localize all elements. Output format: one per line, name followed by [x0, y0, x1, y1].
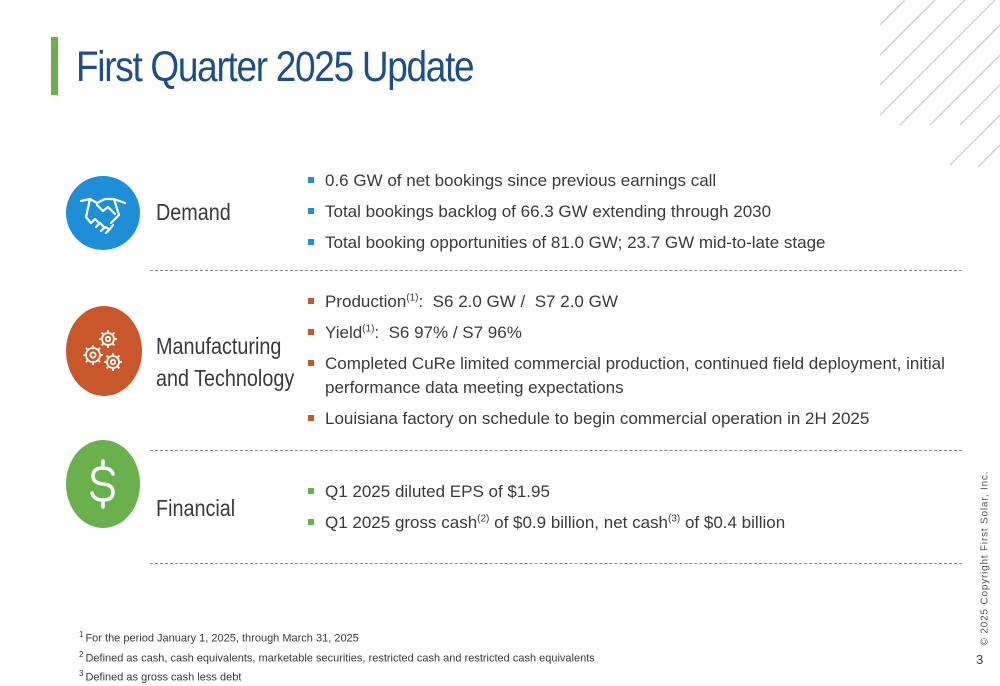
page-title: First Quarter 2025 Update: [76, 43, 475, 91]
financial-icon-circle: [66, 440, 140, 528]
manufacturing-bullets: Production(1): S6 2.0 GW / S7 2.0 GW Yie…: [308, 290, 958, 438]
section-label-demand: Demand: [156, 199, 231, 225]
list-item: Louisiana factory on schedule to begin c…: [308, 407, 958, 431]
footnote: 3 Defined as gross cash less debt: [79, 669, 242, 684]
handshake-icon: [79, 197, 127, 235]
list-item: Completed CuRe limited commercial produc…: [308, 352, 958, 400]
copyright-notice: © 2025 Copyright First Solar, Inc.: [979, 470, 991, 646]
page-number: 3: [976, 652, 984, 667]
section-label-financial: Financial: [156, 495, 236, 521]
list-item: 0.6 GW of net bookings since previous ea…: [308, 169, 958, 193]
footnote: 1 For the period January 1, 2025, through…: [79, 630, 359, 645]
footnote: 2 Defined as cash, cash equivalents, mark…: [79, 649, 595, 665]
diagonal-hatch-decoration: [879, 0, 1000, 168]
financial-bullets: Q1 2025 diluted EPS of $1.95 Q1 2025 gro…: [308, 480, 958, 542]
list-item: Q1 2025 gross cash(2) of $0.9 billion, n…: [308, 511, 958, 535]
list-item: Yield(1): S6 97% / S7 96%: [308, 321, 958, 345]
demand-icon-circle: [66, 176, 140, 250]
title-accent-bar: [51, 37, 58, 95]
footnotes: 1 For the period January 1, 2025, through…: [79, 627, 595, 686]
section-label-manufacturing: Manufacturing and Technology: [156, 333, 295, 391]
manufacturing-icon-circle: [66, 306, 142, 396]
list-item: Production(1): S6 2.0 GW / S7 2.0 GW: [308, 290, 958, 314]
gears-icon: [83, 330, 122, 371]
list-item: Q1 2025 diluted EPS of $1.95: [308, 480, 958, 504]
list-item: Total bookings backlog of 66.3 GW extend…: [308, 200, 958, 224]
list-item: Total booking opportunities of 81.0 GW; …: [308, 231, 958, 255]
section-divider: [150, 450, 962, 451]
section-divider: [150, 563, 962, 564]
demand-bullets: 0.6 GW of net bookings since previous ea…: [308, 169, 958, 262]
section-divider: [150, 270, 962, 271]
dollar-icon: [90, 459, 115, 509]
